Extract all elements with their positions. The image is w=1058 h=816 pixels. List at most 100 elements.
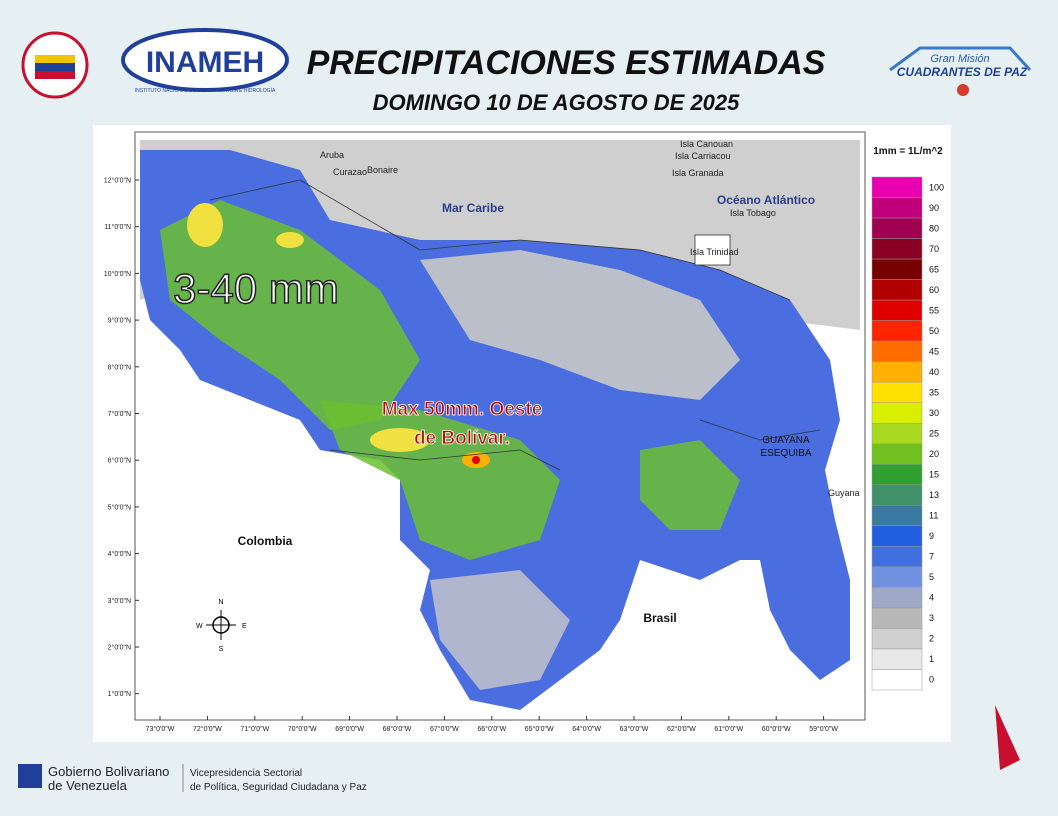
- legend-label: 35: [929, 387, 939, 397]
- map-label: Curazao: [333, 167, 367, 177]
- annotation-range: 3-40 mm: [173, 265, 339, 312]
- map-label: Bonaire: [367, 165, 398, 175]
- map-label: Isla Canouan: [680, 139, 733, 149]
- legend-swatch: [871, 197, 923, 219]
- border: [209, 179, 821, 471]
- map-label: Colombia: [238, 534, 293, 548]
- rain-max: [472, 456, 480, 464]
- legend-label: 11: [929, 511, 938, 521]
- annotation-max: de Bolívar.: [414, 428, 510, 449]
- legend-label: 2: [929, 634, 934, 644]
- legend-swatch: [871, 422, 923, 445]
- legend-label: 3: [929, 613, 934, 623]
- lat-label: 3°0'0"N: [108, 597, 131, 605]
- lon-label: 72°0'0"W: [193, 725, 222, 733]
- lat-label: 5°0'0"N: [108, 503, 131, 511]
- compass: N S E W: [196, 599, 247, 653]
- subtitle: DOMINGO 10 DE AGOSTO DE 2025: [373, 90, 741, 115]
- lon-label: 62°0'0"W: [667, 725, 696, 733]
- legend-swatch: [871, 669, 923, 691]
- map-label: Mar Caribe: [442, 201, 504, 215]
- footer-gov: de Venezuela: [48, 778, 128, 793]
- map-label: Guyana: [828, 488, 860, 498]
- legend-label: 4: [929, 593, 934, 603]
- lon-label: 60°0'0"W: [762, 725, 791, 733]
- legend-swatch: [871, 443, 923, 465]
- legend-swatch: [871, 340, 923, 362]
- logo-right-shape: [889, 46, 1032, 72]
- lat-label: 12°0'0"N: [104, 177, 131, 185]
- map-label: Isla Tobago: [730, 208, 776, 218]
- lon-label: 68°0'0"W: [383, 725, 412, 733]
- lat-label: 4°0'0"N: [108, 550, 131, 558]
- map: Aruba Curazao Bonaire Mar Caribe Océano …: [134, 131, 866, 721]
- legend-unit: 1mm = 1L/m^2: [873, 146, 943, 157]
- legend-label: 45: [929, 346, 939, 356]
- legend-swatch: [871, 217, 923, 239]
- legend-label: 13: [929, 490, 939, 500]
- lat-label: 1°0'0"N: [108, 690, 131, 698]
- lat-label: 10°0'0"N: [104, 270, 131, 278]
- legend-label: 55: [929, 305, 939, 315]
- legend-label: 80: [929, 223, 939, 233]
- map-label: GUAYANA: [762, 435, 810, 446]
- compass-label: E: [242, 623, 247, 630]
- legend-label: 0: [929, 675, 934, 685]
- map-label: Isla Granada: [672, 168, 724, 178]
- legend-label: 5: [929, 572, 934, 582]
- legend-swatch: [871, 279, 923, 301]
- lon-label: 73°0'0"W: [146, 725, 175, 733]
- logo-caption: INSTITUTO NACIONAL DE METEOROLOGÍA E HID…: [135, 87, 276, 94]
- lat-label: 11°0'0"N: [104, 223, 131, 231]
- gov-logo: [18, 764, 42, 788]
- legend-label: 65: [929, 264, 939, 274]
- lon-label: 67°0'0"W: [430, 725, 459, 733]
- legend-swatch: [871, 587, 923, 609]
- footer-vp: Vicepresidencia Sectorial: [190, 768, 302, 779]
- logo-inameh: [121, 28, 289, 92]
- legend-label: 70: [929, 244, 939, 254]
- legend-swatch: [871, 648, 923, 670]
- legend-label: 60: [929, 285, 939, 295]
- rain-peak: [276, 232, 304, 248]
- lon-label: 65°0'0"W: [525, 725, 554, 733]
- legend-label: 7: [929, 552, 934, 562]
- logo-right-top: Gran Misión: [930, 53, 989, 65]
- legend-swatch: [871, 566, 923, 588]
- legend-swatch: [871, 238, 923, 260]
- logo-text: INAMEH: [146, 46, 264, 79]
- footer-gov: Gobierno Bolivariano: [48, 764, 169, 779]
- lon-label: 71°0'0"W: [240, 725, 269, 733]
- legend-label: 40: [929, 367, 939, 377]
- map-label: Océano Atlántico: [717, 193, 815, 207]
- rain-area: [160, 200, 420, 430]
- footer-vp: de Política, Seguridad Ciudadana y Paz: [190, 782, 367, 793]
- legend-swatch: [871, 607, 923, 629]
- lon-label: 63°0'0"W: [620, 725, 649, 733]
- island: [694, 234, 731, 266]
- legend-label: 15: [929, 470, 939, 480]
- legend-swatch: [871, 505, 923, 527]
- lon-label: 61°0'0"W: [714, 725, 743, 733]
- lon-label: 70°0'0"W: [288, 725, 317, 733]
- legend-swatch: [871, 320, 923, 342]
- lat-label: 6°0'0"N: [108, 457, 131, 465]
- legend-label: 30: [929, 408, 939, 418]
- rain-peak: [370, 428, 430, 452]
- legend-swatch: [871, 484, 923, 506]
- map-label: Isla Trinidad: [690, 247, 739, 257]
- legend-label: 25: [929, 429, 939, 439]
- annotation-max: Max 50mm. Oeste: [382, 399, 543, 420]
- lon-label: 59°0'0"W: [809, 725, 838, 733]
- legend-label: 100: [929, 182, 944, 192]
- compass-label: S: [219, 646, 224, 653]
- legend-swatch: [871, 464, 923, 486]
- compass-label: W: [196, 623, 203, 630]
- flag-stripe: [35, 63, 75, 71]
- lat-label: 2°0'0"N: [108, 644, 131, 652]
- map-label: Brasil: [643, 611, 676, 625]
- legend-swatch: [871, 546, 923, 568]
- map-axes: 12°0'0"N 11°0'0"N 10°0'0"N 9°0'0"N 8°0'0"N 7°…: [104, 177, 839, 734]
